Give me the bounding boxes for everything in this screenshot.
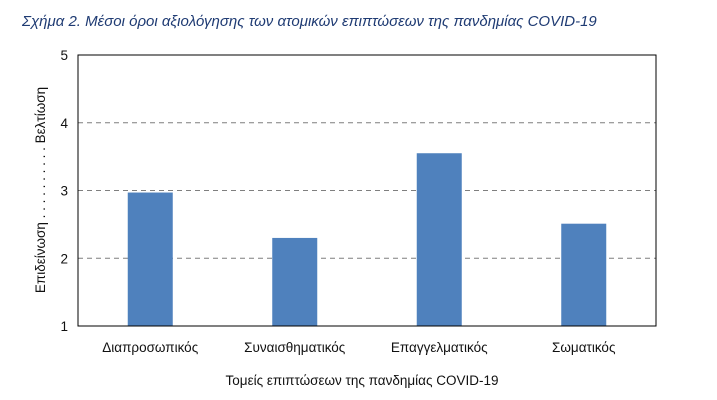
x-category-label: Επαγγελματικός [391, 340, 488, 355]
x-category-label: Σωματικός [552, 340, 616, 355]
bar [416, 153, 462, 326]
y-tick-labels: 1 2 3 4 5 [60, 48, 68, 334]
bar [272, 237, 318, 326]
y-tick-label: 4 [60, 116, 68, 131]
y-tick-label: 2 [60, 251, 68, 266]
gridlines [78, 122, 656, 259]
y-tick-label: 5 [60, 48, 68, 63]
plot-frame [77, 54, 657, 327]
y-tick-label: 1 [60, 319, 68, 334]
figure-caption: Σχήμα 2. Μέσοι όροι αξιολόγησης των ατομ… [22, 13, 597, 30]
y-axis-title: Επιδείνωση . . . . . . . . . . Βελτίωση [33, 87, 48, 293]
x-axis-title: Τομείς επιπτώσεων της πανδημίας COVID-19 [226, 373, 499, 388]
x-category-label: Συναισθηματικός [244, 340, 346, 355]
x-category-labels: Διαπροσωπικός Συναισθηματικός Επαγγελματικ… [102, 340, 616, 355]
x-category-label: Διαπροσωπικός [102, 340, 198, 355]
bars [127, 153, 607, 326]
plot-border [77, 54, 657, 327]
y-tick-label: 3 [60, 184, 68, 199]
bar [127, 192, 173, 326]
bar [561, 223, 607, 326]
